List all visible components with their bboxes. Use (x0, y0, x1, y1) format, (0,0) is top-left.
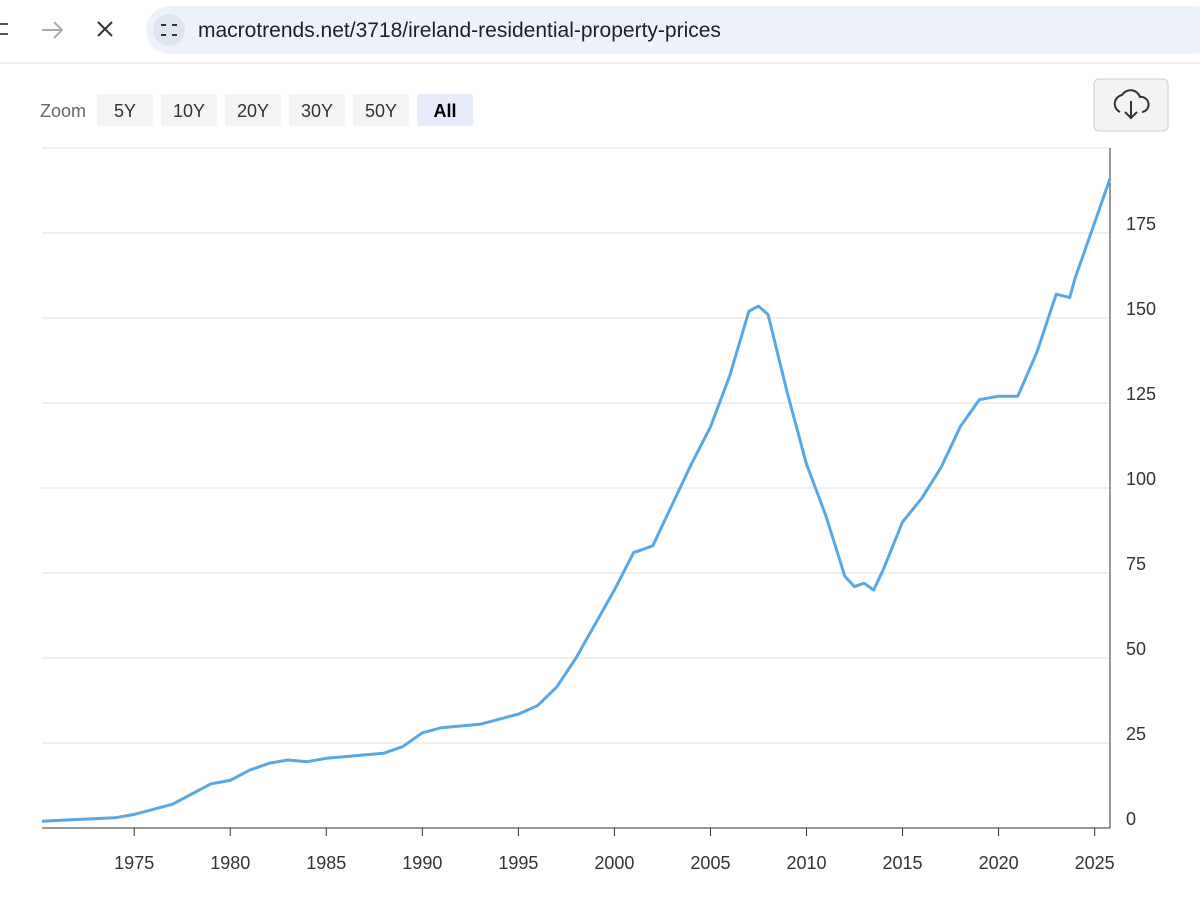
zoom-button-label: 20Y (237, 101, 269, 121)
y-tick-label: 25 (1126, 724, 1146, 744)
x-tick-label: 1975 (114, 853, 154, 873)
site-info-button[interactable] (153, 14, 185, 46)
x-tick-label: 2015 (883, 853, 923, 873)
x-tick-label: 1980 (210, 853, 250, 873)
x-tick-label: 2005 (690, 853, 730, 873)
y-tick-label: 75 (1126, 554, 1146, 574)
x-tick-label: 2025 (1075, 853, 1115, 873)
menu-icon[interactable] (0, 23, 8, 35)
zoom-button[interactable] (225, 94, 281, 126)
zoom-buttons: 5Y 10Y 20Y 30Y 50Y All (97, 94, 473, 126)
y-tick-label: 0 (1126, 809, 1136, 829)
x-tick-label: 1995 (498, 853, 538, 873)
price-line (41, 178, 1112, 823)
address-bar[interactable] (146, 6, 1200, 54)
forward-button[interactable] (42, 21, 64, 39)
download-icon (1113, 89, 1150, 120)
y-tick-label: 175 (1126, 214, 1156, 234)
zoom-button[interactable] (289, 94, 345, 126)
x-tick-label: 1990 (402, 853, 442, 873)
zoom-button-label: 30Y (301, 101, 333, 121)
zoom-button[interactable] (417, 94, 473, 126)
y-tick-label: 50 (1126, 639, 1146, 659)
url: macrotrends.net/3718/ireland-residential… (198, 19, 721, 42)
plot: 0 25 50 75 100 125 150 175 1975 1980 1985 1990 1995 2… (41, 147, 1156, 873)
zoom-label: Zoom (40, 101, 86, 121)
zoom-button[interactable] (161, 94, 217, 126)
y-tick-label: 100 (1126, 469, 1156, 489)
zoom-button-label: 50Y (365, 101, 397, 121)
zoom-button-label: 5Y (114, 101, 136, 121)
x-tick-label: 2010 (786, 853, 826, 873)
x-tick-label: 2020 (979, 853, 1019, 873)
zoom-button[interactable] (97, 94, 153, 126)
zoom-button[interactable] (353, 94, 409, 126)
x-tick-label: 2000 (594, 853, 634, 873)
site-info-icon (161, 24, 177, 36)
zoom-button-label: 10Y (173, 101, 205, 121)
y-tick-label: 150 (1126, 299, 1156, 319)
stop-button[interactable] (97, 21, 113, 37)
zoom-button-label: All (433, 101, 456, 121)
x-tick-label: 1985 (306, 853, 346, 873)
y-tick-label: 125 (1126, 384, 1156, 404)
